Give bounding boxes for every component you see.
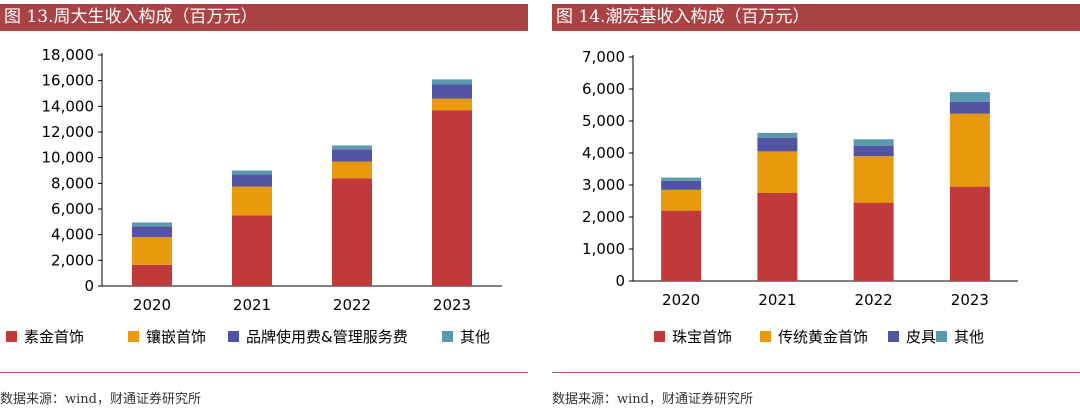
source-note-left: 数据来源：wind，财通证券研究所 — [0, 392, 201, 407]
chart-svg-right: 0 1,000 2,000 3,000 4,000 5,000 6,000 7,000 2020… — [582, 48, 1018, 346]
x-tick-label: 2021 — [233, 296, 271, 314]
legend-label: 其他 — [460, 328, 490, 346]
bar-segment — [853, 202, 894, 281]
y-tick-label: 7,000 — [582, 48, 625, 66]
chart-panel-left: 图 13.周大生收入构成（百万元） 0 2,000 4,000 6,000 8,000 1… — [0, 0, 528, 419]
legend-swatch — [888, 331, 899, 342]
y-tick-label: 4,000 — [582, 144, 625, 162]
legend-label: 素金首饰 — [24, 328, 84, 346]
bar-segment — [853, 145, 894, 157]
x-tick-label: 2023 — [951, 291, 989, 309]
y-tick-label: 0 — [84, 277, 94, 295]
legend-label: 传统黄金首饰 — [778, 328, 868, 346]
bar-segment — [661, 189, 702, 211]
x-tick-label: 2020 — [133, 296, 171, 314]
bar-segment — [232, 186, 272, 216]
bar-segment — [661, 210, 702, 281]
bar-segment — [853, 139, 894, 146]
bar-segment — [132, 264, 172, 286]
bar-segment — [132, 237, 172, 265]
y-tick-label: 6,000 — [51, 200, 94, 218]
bar-segment — [949, 101, 990, 114]
y-tick-label: 16,000 — [42, 72, 95, 90]
x-tick-label: 2023 — [433, 296, 471, 314]
bar-segment — [132, 222, 172, 227]
legend-swatch — [760, 331, 771, 342]
y-tick-label: 1,000 — [582, 240, 625, 258]
bar-segment — [661, 180, 702, 190]
bar-segment — [949, 113, 990, 187]
bar-segment — [132, 226, 172, 238]
y-tick-label: 12,000 — [42, 123, 95, 141]
x-tick-label: 2021 — [758, 291, 796, 309]
legend-swatch — [654, 331, 665, 342]
legend-label: 镶嵌首饰 — [146, 328, 206, 346]
bar-segment — [757, 193, 798, 281]
bar-segment — [757, 132, 798, 138]
bar-segment — [949, 186, 990, 281]
chart-svg-left: 0 2,000 4,000 6,000 8,000 10,000 12,000 14,000 1… — [6, 46, 502, 346]
y-tick-label: 2,000 — [582, 208, 625, 226]
bar-segment — [332, 178, 372, 286]
legend-label: 其他 — [954, 328, 984, 346]
legend-swatch — [6, 331, 17, 342]
y-tick-label: 4,000 — [51, 226, 94, 244]
bar-segment — [232, 170, 272, 175]
divider-left — [0, 372, 528, 373]
legend-label: 皮具 — [906, 328, 936, 346]
source-note-right: 数据来源：wind，财通证券研究所 — [552, 392, 753, 407]
y-tick-label: 10,000 — [42, 149, 95, 167]
bar-segment — [432, 84, 472, 99]
y-tick-label: 18,000 — [42, 46, 95, 64]
y-tick-label: 8,000 — [51, 174, 94, 192]
bar-segment — [432, 110, 472, 286]
bar-segment — [757, 137, 798, 152]
y-tick-label: 3,000 — [582, 176, 625, 194]
chart-title-left: 图 13.周大生收入构成（百万元） — [0, 4, 528, 31]
legend-label: 品牌使用费&管理服务费 — [246, 328, 408, 346]
legend-swatch — [228, 331, 239, 342]
bar-segment — [432, 98, 472, 111]
y-tick-label: 14,000 — [42, 97, 95, 115]
y-tick-label: 5,000 — [582, 112, 625, 130]
bar-segment — [332, 145, 372, 150]
bar-segment — [661, 177, 702, 181]
bar-segment — [332, 161, 372, 179]
legend-swatch — [128, 331, 139, 342]
chart-title-right: 图 14.潮宏基收入构成（百万元） — [552, 4, 1080, 31]
y-tick-label: 6,000 — [582, 80, 625, 98]
chart-panel-right: 图 14.潮宏基收入构成（百万元） 0 1,000 2,000 3,000 4,000 5… — [552, 0, 1080, 419]
y-tick-label: 2,000 — [51, 251, 94, 269]
bar-segment — [332, 149, 372, 162]
x-tick-label: 2022 — [333, 296, 371, 314]
bar-segment — [757, 151, 798, 193]
x-tick-label: 2022 — [855, 291, 893, 309]
bar-segment — [949, 92, 990, 102]
x-tick-label: 2020 — [662, 291, 700, 309]
y-tick-label: 0 — [615, 272, 625, 290]
divider-right — [552, 372, 1080, 373]
bar-segment — [232, 174, 272, 187]
bar-segment — [432, 79, 472, 85]
legend-label: 珠宝首饰 — [672, 328, 732, 346]
legend-swatch — [936, 331, 947, 342]
bar-segment — [853, 156, 894, 203]
bar-segment — [232, 215, 272, 286]
legend-swatch — [442, 331, 453, 342]
